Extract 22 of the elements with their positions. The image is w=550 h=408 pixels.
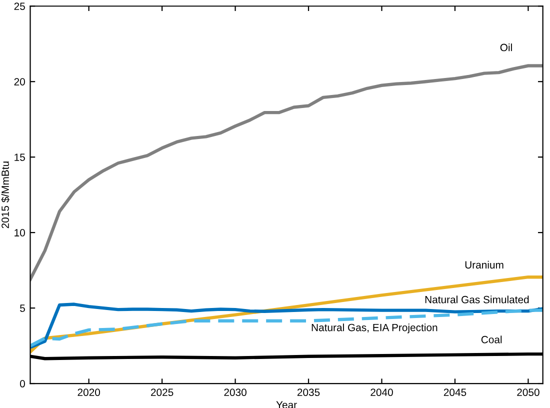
series-label: Coal — [481, 336, 502, 344]
y-tick-label: 15 — [14, 154, 25, 161]
y-tick-label: 5 — [20, 304, 25, 312]
line-series — [30, 64, 543, 281]
x-tick-label: 2045 — [444, 388, 466, 396]
series-label: Natural Gas Simulated — [425, 296, 529, 304]
x-tick-label: 2020 — [78, 388, 100, 396]
x-tick-label: 2040 — [370, 388, 393, 396]
x-tick-label: 2030 — [224, 388, 246, 396]
line-series — [30, 302, 543, 349]
y-axis-title: 2015 $/MmBtu — [1, 162, 10, 228]
y-tick-label: 20 — [14, 78, 25, 86]
y-tick-label: 25 — [14, 2, 25, 10]
x-tick-label: 2025 — [151, 388, 174, 396]
series-label: Oil — [500, 44, 512, 52]
x-tick-label: 2035 — [297, 388, 320, 396]
series-label: Natural Gas, EIA Projection — [312, 324, 438, 334]
line-series — [30, 308, 543, 348]
y-tick-label: 0 — [20, 380, 25, 388]
series-label: Uranium — [465, 260, 504, 269]
y-tick-label: 10 — [14, 229, 25, 236]
x-tick-label: 2050 — [517, 388, 540, 396]
